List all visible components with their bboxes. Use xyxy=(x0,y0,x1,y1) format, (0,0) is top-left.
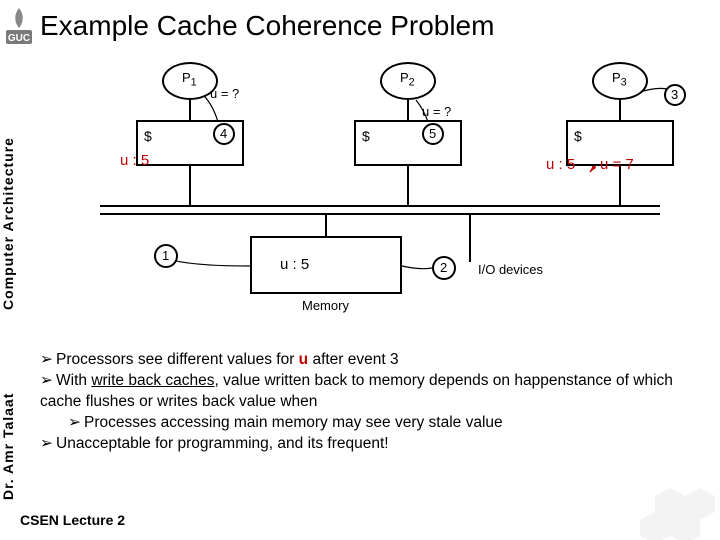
io-devices-label: I/O devices xyxy=(478,262,543,277)
cache-3-old-value: u : 5 xyxy=(546,156,575,173)
event-5-num: 5 xyxy=(429,126,436,141)
cache-2 xyxy=(354,120,462,166)
processor-p3-label: P3 xyxy=(612,70,627,89)
cache-3-dollar: $ xyxy=(574,128,582,144)
processor-p1-label: P1 xyxy=(182,70,197,89)
slide-title: Example Cache Coherence Problem xyxy=(40,10,494,42)
cache-3-new-value: u = 7 xyxy=(600,156,634,173)
event-2-num: 2 xyxy=(440,260,447,275)
memory-value: u : 5 xyxy=(280,256,309,273)
diagram-svg xyxy=(60,56,680,336)
bullet-3-text: Processes accessing main memory may see … xyxy=(84,414,503,431)
sidebar-course-name: Computer Architecture xyxy=(0,60,22,310)
svg-text:GUC: GUC xyxy=(8,33,30,44)
bullet-4: ➢Unacceptable for programming, and its f… xyxy=(40,434,700,455)
bullet-4-text: Unacceptable for programming, and its fr… xyxy=(56,435,389,452)
bullet-2-text: With write back caches, value written ba… xyxy=(40,372,673,410)
cache-coherence-diagram: P1 P2 P3 $ u : 5 $ $ u : 5 u = 7 u = ? u… xyxy=(60,56,680,336)
event-3-num: 3 xyxy=(671,87,678,102)
university-logo: GUC xyxy=(4,6,34,46)
slide-root: GUC Example Cache Coherence Problem Comp… xyxy=(0,0,720,540)
read-p2-label: u = ? xyxy=(422,104,451,119)
cache-2-dollar: $ xyxy=(362,128,370,144)
footer-lecture: CSEN Lecture 2 xyxy=(20,512,125,528)
hex-watermark xyxy=(610,450,720,540)
bullet-list: ➢Processors see different values for u a… xyxy=(40,350,700,455)
memory-label: Memory xyxy=(302,298,349,313)
bullet-2: ➢With write back caches, value written b… xyxy=(40,371,700,413)
cache-1-dollar: $ xyxy=(144,128,152,144)
event-4-num: 4 xyxy=(220,126,227,141)
cache-1-value: u : 5 xyxy=(120,152,149,169)
bullet-1: ➢Processors see different values for u a… xyxy=(40,350,700,371)
processor-p2-label: P2 xyxy=(400,70,415,89)
sidebar-author-name: Dr. Amr Talaat xyxy=(0,380,22,500)
read-p1-label: u = ? xyxy=(210,86,239,101)
memory-box xyxy=(250,236,402,294)
event-1-num: 1 xyxy=(162,248,169,263)
bullet-3: ➢Processes accessing main memory may see… xyxy=(68,413,700,434)
bullet-1-text: Processors see different values for u af… xyxy=(56,351,399,368)
